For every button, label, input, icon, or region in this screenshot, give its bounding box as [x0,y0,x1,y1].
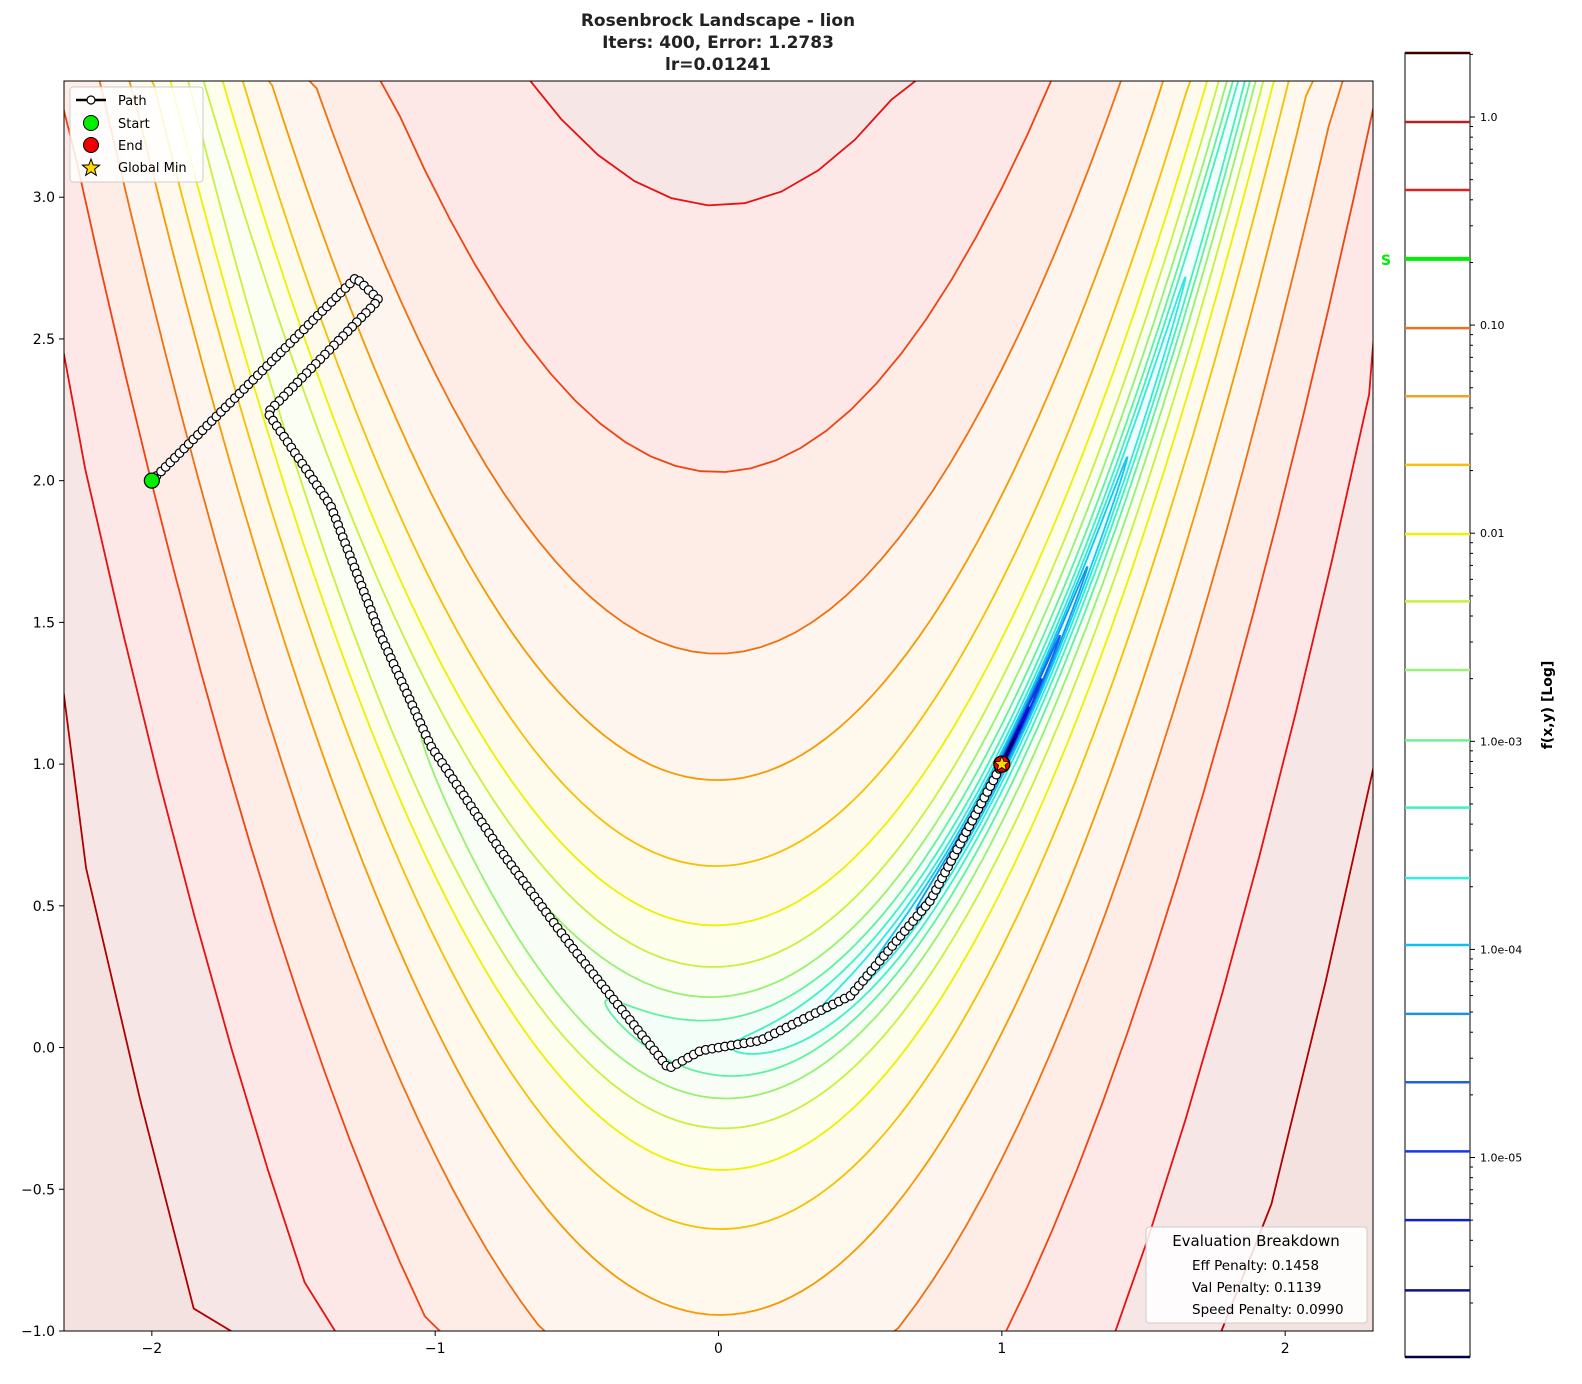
colorbar-tick-label: 1.0 [1480,111,1498,124]
evaluation-box-frame [1145,1226,1368,1324]
y-tick-label: 2.0 [33,474,55,490]
chart-title-line-3: lr=0.01241 [665,55,771,75]
legend-path-marker [86,95,96,105]
legend-start-marker [83,115,99,131]
contour-line [128,81,1315,1316]
x-tick-label: 1 [997,1341,1006,1357]
y-tick-label: 0.5 [33,899,55,915]
contour-line [64,81,1373,1331]
colorbar-marker-label: S [1381,253,1391,269]
global-min-star-icon [993,754,1011,772]
y-tick-label: 0.0 [33,1041,55,1057]
colorbar-tick-label: 1.0e-03 [1480,735,1522,748]
colorbar-tick-label: 1.0e-05 [1480,1152,1522,1165]
chart-title-line-1: Rosenbrock Landscape - lion [581,11,855,31]
plot-area [64,81,1373,1331]
y-tick-label: −0.5 [21,1182,55,1198]
contour-line [150,81,1290,1231]
legend-end-label: End [118,139,143,154]
legend-end-marker [83,137,99,153]
contour-line [98,81,1344,1331]
y-tick-label: 1.5 [33,615,55,631]
y-tick-label: −1.0 [21,1324,55,1340]
colorbar-tick-label: 0.10 [1480,319,1505,332]
x-tick-label: 2 [1281,1341,1290,1357]
x-tick-label: −2 [142,1341,163,1357]
colorbar: 1.0 0.10 0.01 1.0e-03 1.0e-04 1.0e-05 S [1381,51,1522,1359]
colorbar-frame [1404,52,1471,1358]
evaluation-box: Evaluation Breakdown Eff Penalty: 0.1458… [1145,1226,1368,1324]
start-marker [143,472,160,489]
y-tick-label: 2.5 [33,332,55,348]
contour-fill [188,81,1264,1129]
colorbar-label: f(x,y) [Log] [1540,661,1556,750]
colorbar-tick-label: 1.0e-04 [1480,943,1522,956]
x-tick-label: −1 [425,1341,446,1357]
contour-line [420,81,1257,1100]
evaluation-eff-penalty: Eff Penalty: 0.1458 [1192,1258,1319,1274]
y-tick-label: 3.0 [33,190,55,206]
optimizer-path [146,274,1005,1073]
legend-global-min-label: Global Min [118,161,187,176]
evaluation-val-penalty: Val Penalty: 0.1139 [1192,1280,1321,1296]
contour-line [730,81,1246,1055]
contour-line [604,81,1251,1077]
contour-line [817,276,1187,1015]
contour-line [169,81,1276,1171]
legend-global-min-star-icon [81,157,101,177]
legend-path-label: Path [118,94,147,109]
x-tick-label: 0 [714,1341,723,1357]
legend-box [69,86,204,183]
evaluation-speed-penalty: Speed Penalty: 0.0990 [1192,1302,1344,1318]
evaluation-title: Evaluation Breakdown [1172,1232,1340,1250]
legend: Path Start End Global Min [69,86,204,183]
contour-fill [99,81,1343,1331]
y-tick-label: 1.0 [33,757,55,773]
legend-start-label: Start [118,117,150,132]
colorbar-tick-label: 0.01 [1480,527,1505,540]
x-axis: −2 −1 0 1 2 [142,1331,1290,1357]
y-axis: −1.0 −0.5 0.0 0.5 1.0 1.5 2.0 2.5 3.0 [21,190,64,1340]
chart-title-line-2: Iters: 400, Error: 1.2783 [602,33,834,53]
contour-line [187,81,1265,1130]
special-points [143,472,1011,773]
